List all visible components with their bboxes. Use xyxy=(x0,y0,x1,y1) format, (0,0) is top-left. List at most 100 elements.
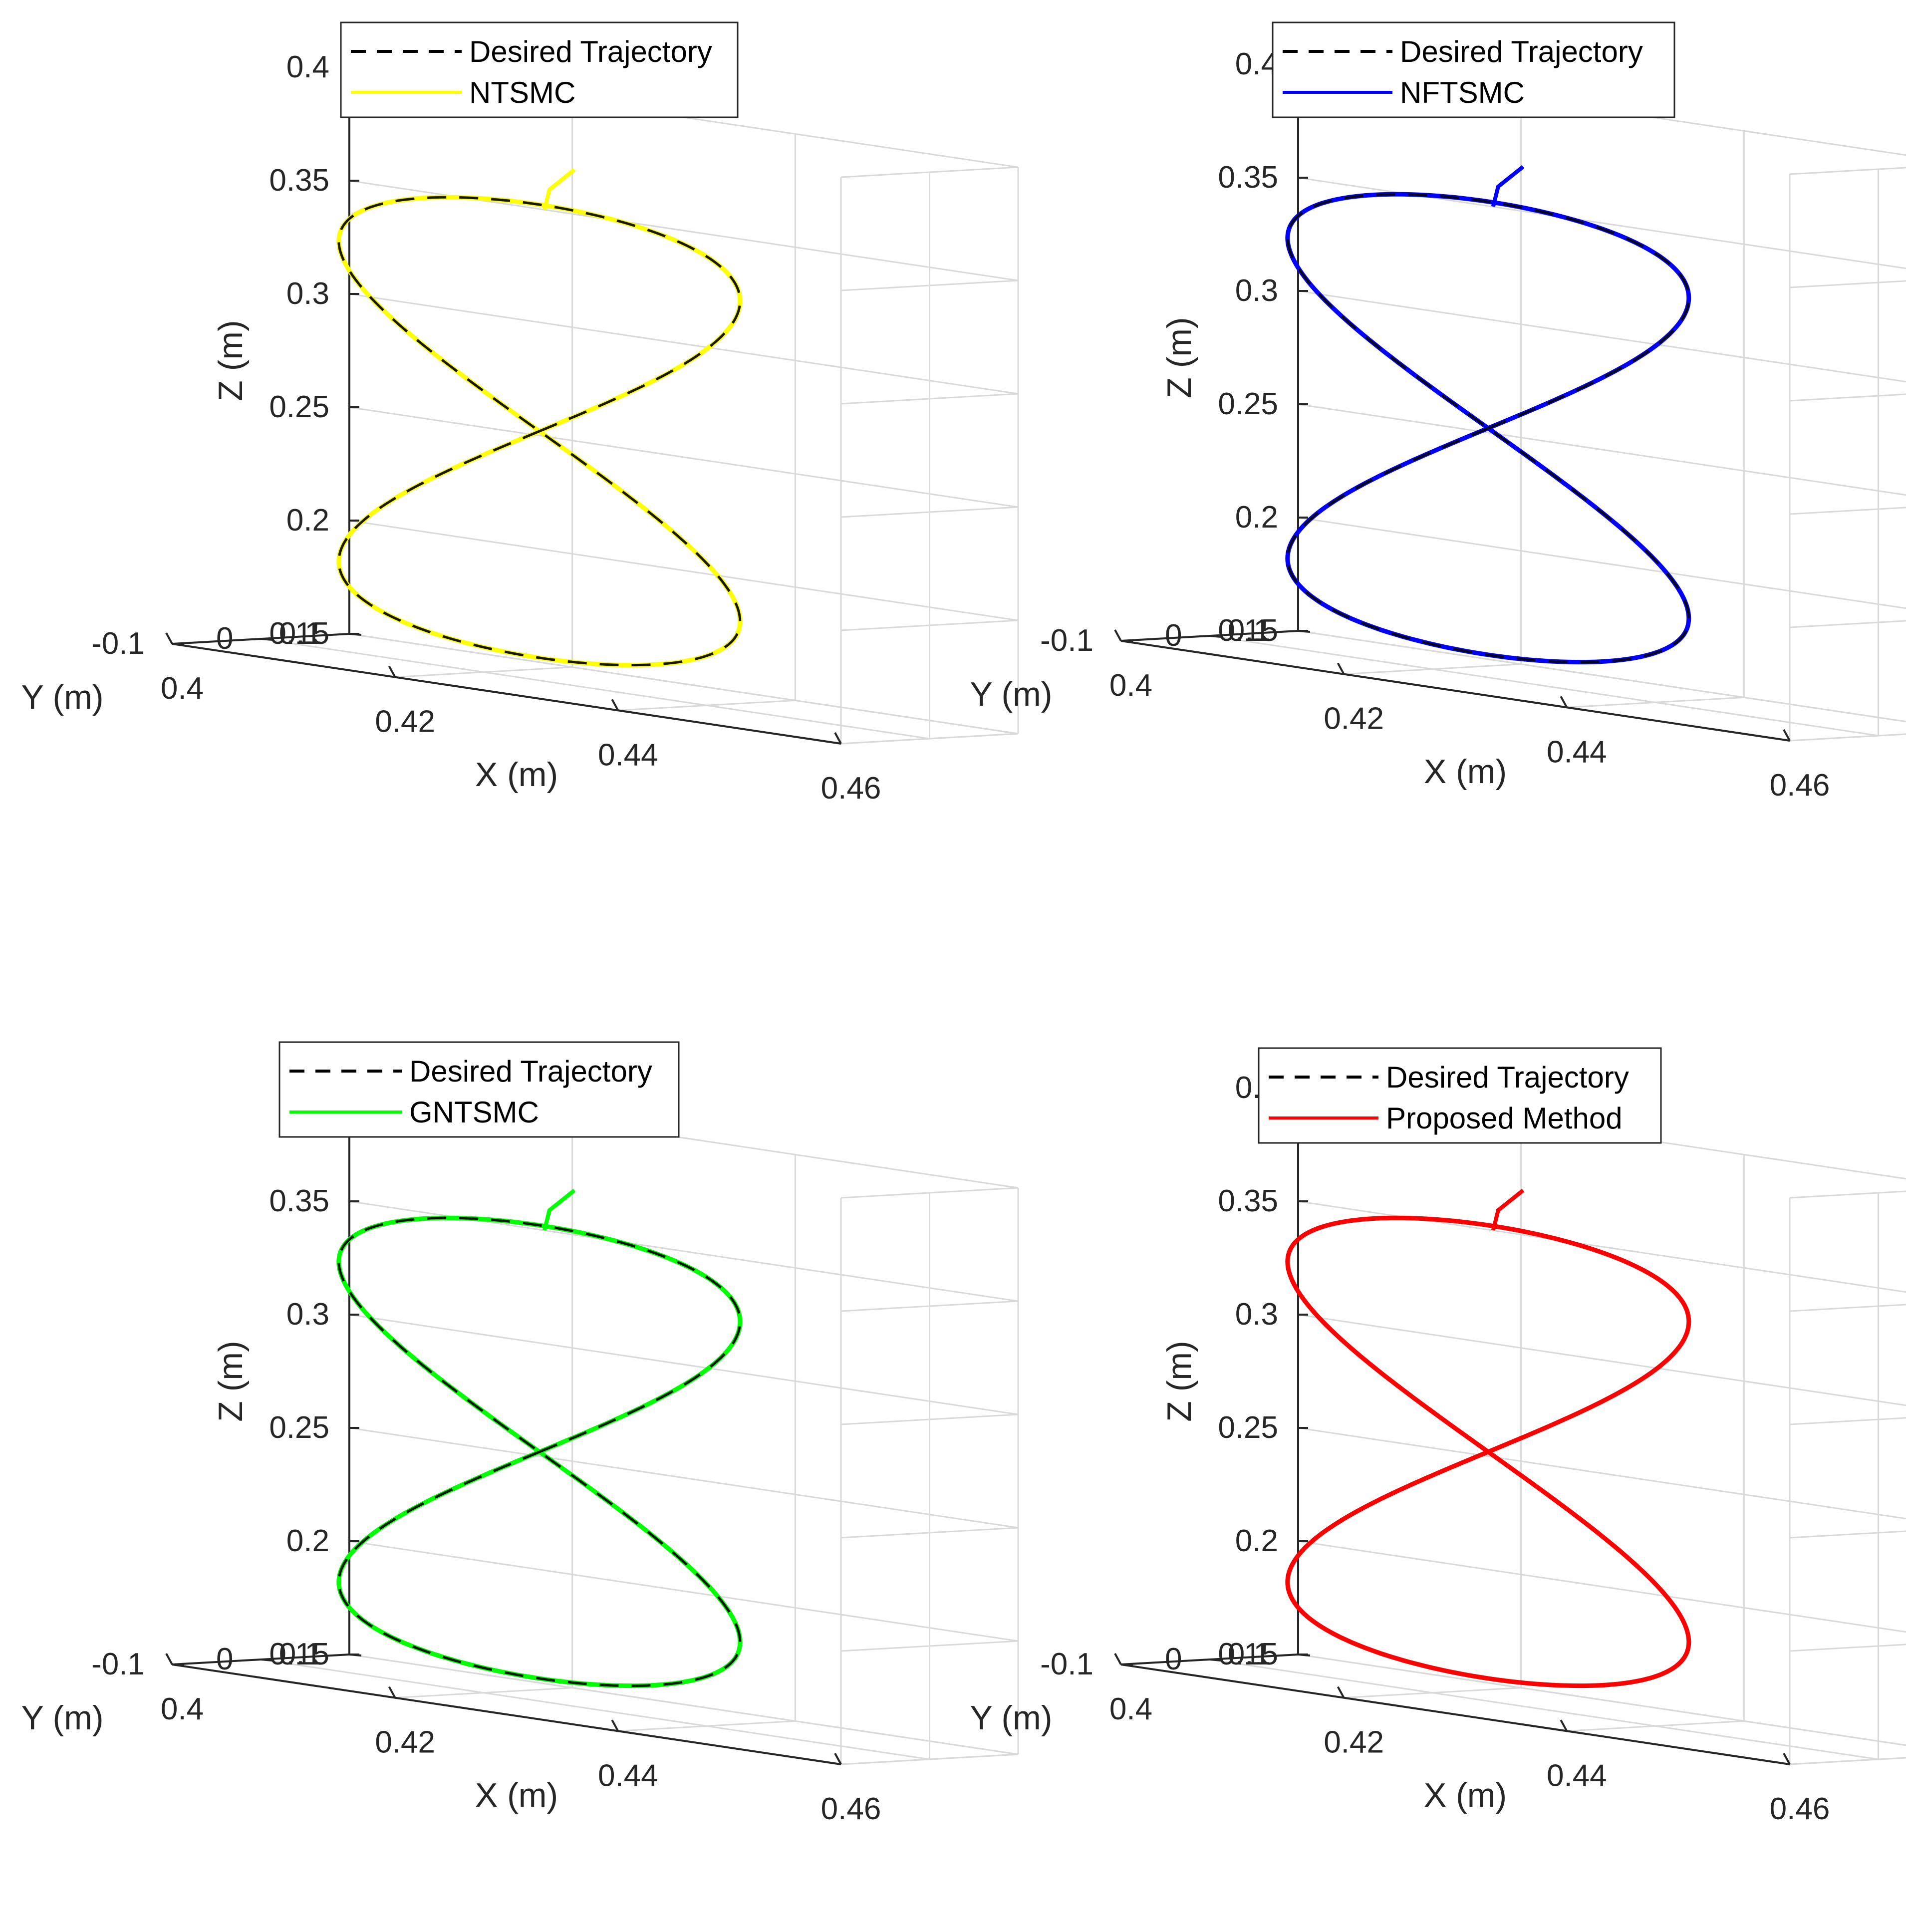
x-axis-line xyxy=(1120,640,1790,742)
y-tick-label: -0.1 xyxy=(1040,623,1093,658)
x-tick-label: 0.42 xyxy=(1324,702,1384,736)
x-tick-label: 0.46 xyxy=(821,1792,881,1826)
x-tick-label: 0.4 xyxy=(161,671,204,706)
x-tick-mark xyxy=(1783,1753,1791,1765)
grid-line xyxy=(349,406,1019,508)
x-tick-mark xyxy=(165,632,173,644)
x-axis-line xyxy=(1120,1663,1790,1765)
y-tick-mark xyxy=(1120,640,1133,643)
y-axis-label: Y (m) xyxy=(21,1699,104,1737)
grid-line xyxy=(1789,1304,1906,1312)
grid-line xyxy=(1298,403,1906,496)
y-tick-mark xyxy=(261,638,273,641)
z-tick-label: 0.35 xyxy=(269,163,329,198)
x-tick-mark xyxy=(834,1753,842,1765)
y-tick-label: 0.1 xyxy=(279,616,322,651)
x-tick-label: 0.44 xyxy=(598,738,658,772)
y-tick-label: 0.1 xyxy=(1228,613,1271,648)
x-tick-label: 0.44 xyxy=(598,1758,658,1793)
legend-entry-label: Desired Trajectory xyxy=(1386,1061,1629,1094)
z-tick-label: 0.35 xyxy=(269,1184,329,1218)
x-tick-label: 0.42 xyxy=(375,1725,435,1760)
grid-line xyxy=(840,1413,1019,1425)
grid-line xyxy=(1298,1314,1906,1406)
y-tick-mark xyxy=(261,1658,273,1661)
z-tick-label: 0.3 xyxy=(1235,1297,1278,1332)
y-tick-mark xyxy=(1120,1663,1133,1666)
grid-line xyxy=(1789,1190,1906,1199)
x-tick-label: 0.4 xyxy=(161,1692,204,1726)
z-tick-label: 0.2 xyxy=(1235,500,1278,535)
x-tick-mark xyxy=(1337,662,1345,675)
x-tick-mark xyxy=(1337,1686,1345,1698)
grid-line xyxy=(1789,280,1906,288)
legend-entry-label: NTSMC xyxy=(469,76,575,109)
x-tick-label: 0.4 xyxy=(1109,668,1152,703)
x-tick-label: 0.46 xyxy=(1770,768,1830,803)
z-tick-label: 0.15 xyxy=(1218,1637,1278,1671)
grid-line xyxy=(840,393,1019,405)
y-tick-label: -0.1 xyxy=(91,1647,145,1681)
y-axis-label: Y (m) xyxy=(970,1699,1053,1737)
legend-box xyxy=(340,21,739,118)
x-tick-label: 0.44 xyxy=(1547,1758,1607,1793)
z-tick-label: 0.4 xyxy=(286,50,329,84)
z-tick-label: 0.35 xyxy=(1218,1184,1278,1218)
x-axis-label: X (m) xyxy=(475,1776,558,1814)
y-tick-label: 0.1 xyxy=(1228,1637,1271,1671)
y-tick-label: 0 xyxy=(1165,1642,1182,1676)
legend-box xyxy=(1272,21,1675,118)
grid-line xyxy=(840,1527,1019,1539)
grid-line xyxy=(349,293,1019,395)
grid-line xyxy=(349,1427,1019,1529)
series-line-proposed-method xyxy=(1285,1215,1691,1688)
grid-line xyxy=(261,638,930,740)
grid-line xyxy=(1789,1530,1906,1539)
y-tick-mark xyxy=(172,643,185,646)
x-tick-label: 0.46 xyxy=(821,771,881,806)
grid-line xyxy=(1298,1540,1906,1633)
z-tick-label: 0.2 xyxy=(286,503,329,538)
legend-entry-label: Desired Trajectory xyxy=(1400,35,1643,68)
z-tick-label: 0.2 xyxy=(286,1524,329,1558)
series-initial-transient xyxy=(1491,1188,1525,1231)
grid-line xyxy=(261,1658,930,1760)
grid-line xyxy=(1789,167,1906,175)
y-tick-label: -0.1 xyxy=(91,626,145,661)
series-line-desired-trajectory xyxy=(1286,193,1690,664)
legend-entry-label: Desired Trajectory xyxy=(409,1055,652,1088)
legend-box xyxy=(278,1041,680,1138)
z-tick-label: 0.25 xyxy=(1218,387,1278,421)
x-tick-mark xyxy=(1560,1719,1568,1732)
grid-line xyxy=(840,1300,1019,1312)
grid-line xyxy=(1209,1658,1879,1760)
y-tick-label: -0.1 xyxy=(1040,1647,1093,1681)
x-axis-label: X (m) xyxy=(1424,1776,1507,1814)
y-tick-label: 0.1 xyxy=(279,1637,322,1671)
z-axis-label: Z (m) xyxy=(212,320,250,401)
x-tick-mark xyxy=(388,665,396,678)
x-tick-label: 0.42 xyxy=(1324,1725,1384,1760)
z-tick-label: 0.3 xyxy=(286,276,329,311)
series-line-desired-trajectory xyxy=(337,1216,742,1687)
x-tick-mark xyxy=(165,1653,173,1665)
y-tick-mark xyxy=(349,633,362,636)
z-axis-label: Z (m) xyxy=(1160,1341,1198,1421)
legend-entry-label: NFTSMC xyxy=(1400,76,1525,109)
grid-line xyxy=(1298,517,1906,609)
z-tick-label: 0.3 xyxy=(1235,274,1278,308)
grid-line xyxy=(1789,1757,1906,1765)
grid-line xyxy=(1298,1654,1906,1746)
x-tick-mark xyxy=(611,1719,619,1732)
grid-line xyxy=(840,506,1019,518)
z-tick-label: 0.25 xyxy=(269,390,329,424)
grid-line xyxy=(1789,393,1906,402)
grid-line xyxy=(1789,507,1906,515)
x-tick-label: 0.42 xyxy=(375,705,435,739)
z-tick-label: 0.15 xyxy=(269,616,329,651)
grid-line xyxy=(1298,1427,1906,1520)
chart-panel-top-right: 0.15 0.2 0.25 0.3 0.35 0.4 0.4 0.42 0.44 0.46 -0.1… xyxy=(970,21,1906,803)
x-tick-mark xyxy=(611,699,619,711)
z-axis-label: Z (m) xyxy=(212,1341,250,1421)
